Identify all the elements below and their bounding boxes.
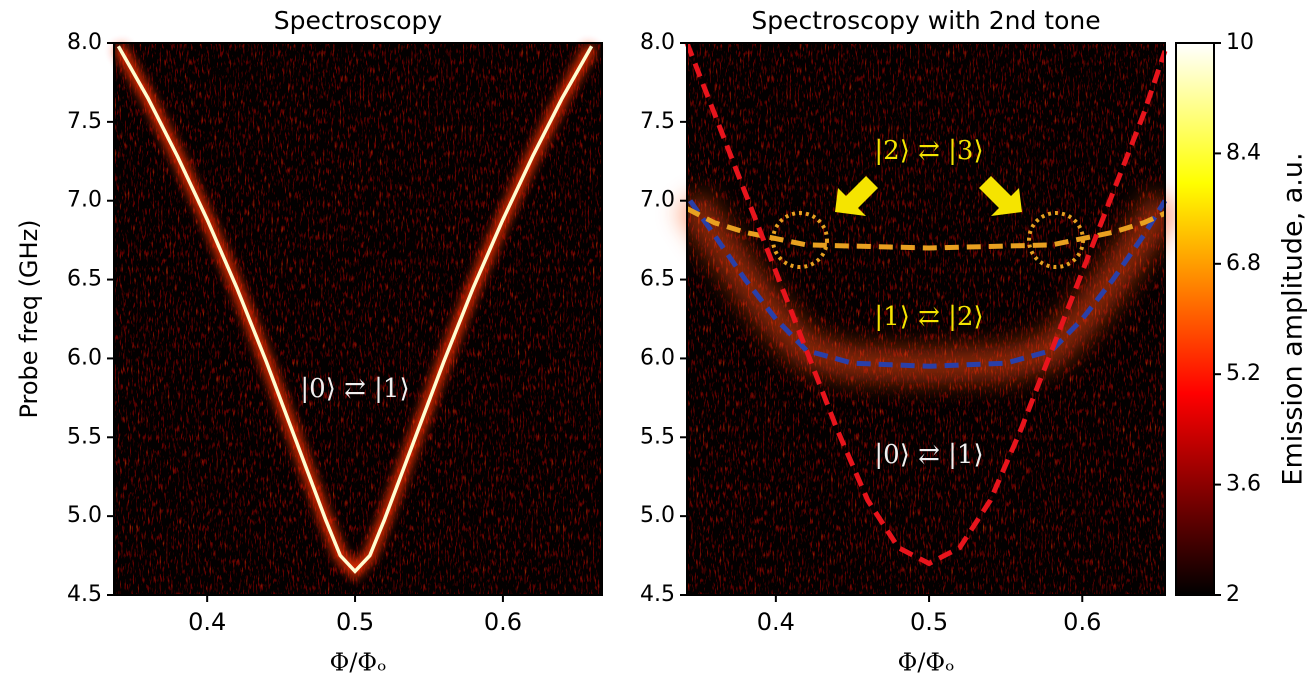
colorbar-tick-label: 3.6 bbox=[1226, 472, 1261, 497]
y-axis-label: Probe freq (GHz) bbox=[15, 219, 43, 418]
y-tick-label: 7.5 bbox=[640, 109, 675, 134]
annotation: |0⟩ ⇄ |1⟩ bbox=[874, 440, 983, 470]
x-tick-label: 0.4 bbox=[757, 608, 795, 636]
x-tick-label: 0.4 bbox=[188, 608, 226, 636]
highlight-circle bbox=[1027, 211, 1085, 269]
y-tick-label: 4.5 bbox=[67, 582, 102, 607]
plot-frame bbox=[113, 42, 603, 596]
fit-line bbox=[688, 199, 1168, 369]
y-tick-label: 6.0 bbox=[67, 345, 102, 370]
colorbar-tick-label: 8.4 bbox=[1226, 140, 1261, 165]
y-tick-label: 7.0 bbox=[640, 188, 675, 213]
colorbar-tick-label: 6.8 bbox=[1226, 251, 1261, 276]
fit-line bbox=[685, 206, 1167, 251]
y-tick-label: 6.5 bbox=[67, 267, 102, 292]
y-tick-label: 6.0 bbox=[640, 345, 675, 370]
colorbar-tick-label: 2 bbox=[1226, 582, 1240, 607]
x-axis-label: Φ/Φₒ bbox=[330, 649, 387, 677]
x-tick-label: 0.6 bbox=[484, 608, 522, 636]
y-tick-label: 5.0 bbox=[640, 503, 675, 528]
plot-frame bbox=[686, 42, 1166, 596]
fit-line bbox=[684, 42, 1168, 567]
colorbar bbox=[1175, 42, 1215, 596]
x-tick-label: 0.6 bbox=[1063, 608, 1101, 636]
highlight-circle bbox=[771, 211, 829, 269]
colorbar-tick-label: 5.2 bbox=[1226, 361, 1261, 386]
y-tick-label: 6.5 bbox=[640, 267, 675, 292]
y-tick-label: 7.0 bbox=[67, 188, 102, 213]
y-tick-label: 5.0 bbox=[67, 503, 102, 528]
y-tick-label: 4.5 bbox=[640, 582, 675, 607]
x-axis-label: Φ/Φₒ bbox=[898, 649, 955, 677]
arrow bbox=[979, 176, 1022, 216]
y-tick-label: 8.0 bbox=[67, 30, 102, 55]
heatmap-noise bbox=[114, 43, 602, 595]
x-tick-label: 0.5 bbox=[336, 608, 374, 636]
chart-title: Spectroscopy bbox=[274, 6, 443, 35]
annotation: |1⟩ ⇄ |2⟩ bbox=[874, 302, 983, 332]
annotation: |2⟩ ⇄ |3⟩ bbox=[874, 136, 983, 166]
y-tick-label: 7.5 bbox=[67, 109, 102, 134]
colorbar-tick-label: 10 bbox=[1226, 30, 1254, 55]
arrow bbox=[835, 176, 878, 216]
y-tick-label: 8.0 bbox=[640, 30, 675, 55]
y-tick-label: 5.5 bbox=[67, 424, 102, 449]
x-tick-label: 0.5 bbox=[910, 608, 948, 636]
y-tick-label: 5.5 bbox=[640, 424, 675, 449]
annotation: |0⟩ ⇄ |1⟩ bbox=[300, 374, 409, 404]
colorbar-label: Emission amplitude, a.u. bbox=[1278, 152, 1309, 485]
plots: 0.4 0.5 0.6 4.5 5.0 5.5 6.0 6.5 7.0 7.5 8.0 Spectro… bbox=[15, 6, 1309, 677]
curve bbox=[116, 45, 594, 574]
chart-title: Spectroscopy with 2nd tone bbox=[751, 6, 1100, 35]
